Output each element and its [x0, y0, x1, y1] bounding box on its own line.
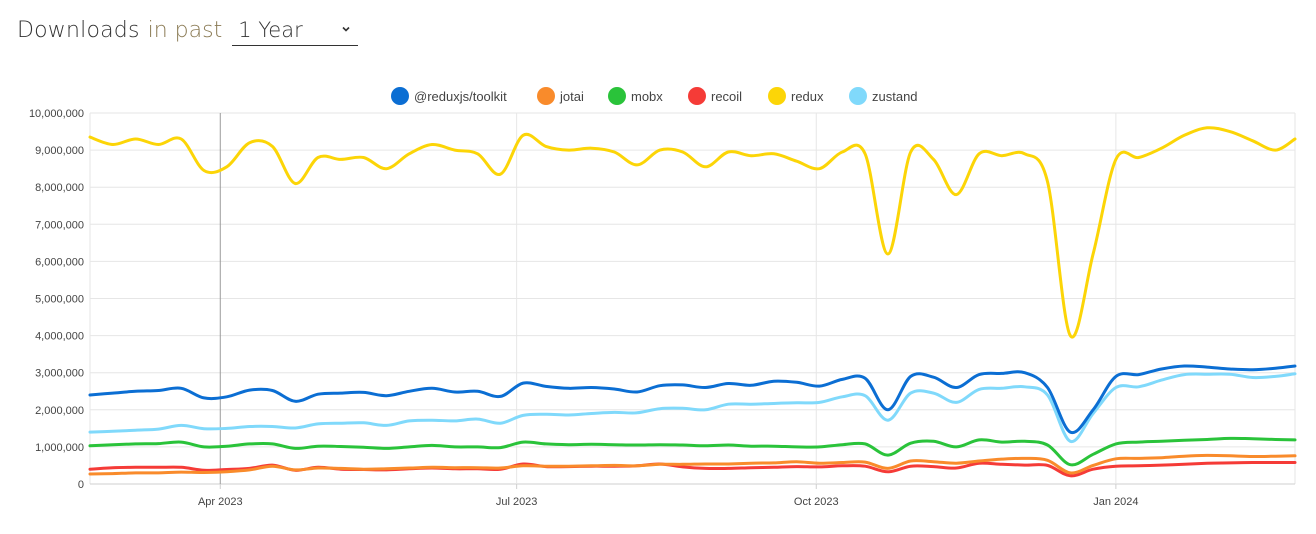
y-tick-label: 9,000,000	[35, 145, 84, 157]
y-tick-label: 4,000,000	[35, 331, 84, 343]
y-tick-label: 5,000,000	[35, 294, 84, 306]
series-line-reduxjs-toolkit	[88, 364, 1297, 435]
legend-swatch	[688, 87, 706, 105]
legend-swatch	[608, 87, 626, 105]
legend-item-mobx[interactable]: mobx	[608, 87, 663, 105]
legend-label: mobx	[631, 89, 663, 104]
page-title: Downloads	[17, 17, 140, 43]
legend-swatch	[391, 87, 409, 105]
x-tick-label: Jan 2024	[1093, 496, 1138, 508]
legend-item-recoil[interactable]: recoil	[688, 87, 742, 105]
y-tick-label: 1,000,000	[35, 442, 84, 454]
page-subtitle: in past	[147, 17, 223, 43]
legend-label: zustand	[872, 89, 918, 104]
legend-swatch	[537, 87, 555, 105]
y-tick-label: 3,000,000	[35, 368, 84, 380]
x-tick-label: Jul 2023	[496, 496, 538, 508]
legend-swatch	[849, 87, 867, 105]
period-select[interactable]: 1 Year	[232, 15, 359, 46]
series-line-zustand	[88, 372, 1297, 443]
legend-item-jotai[interactable]: jotai	[537, 87, 584, 105]
series-line-mobx	[88, 436, 1297, 467]
legend-label: redux	[791, 89, 824, 104]
legend-item-redux[interactable]: redux	[768, 87, 824, 105]
y-tick-label: 0	[78, 479, 84, 491]
series-line-redux	[88, 126, 1297, 339]
legend-label: @reduxjs/toolkit	[414, 89, 507, 104]
downloads-header: Downloads in past 1 Year	[17, 12, 359, 48]
period-select-value: 1 Year	[238, 17, 303, 42]
chevron-down-icon	[342, 26, 350, 32]
y-tick-label: 10,000,000	[29, 108, 84, 120]
y-tick-label: 6,000,000	[35, 256, 84, 268]
y-tick-label: 8,000,000	[35, 182, 84, 194]
legend-label: recoil	[711, 89, 742, 104]
y-tick-label: 7,000,000	[35, 219, 84, 231]
series-line-jotai	[88, 453, 1297, 476]
legend-item-zustand[interactable]: zustand	[849, 87, 918, 105]
legend-label: jotai	[559, 89, 584, 104]
legend-item-reduxjs-toolkit[interactable]: @reduxjs/toolkit	[391, 87, 507, 105]
legend-swatch	[768, 87, 786, 105]
x-tick-label: Oct 2023	[794, 496, 839, 508]
x-tick-label: Apr 2023	[198, 496, 243, 508]
y-tick-label: 2,000,000	[35, 405, 84, 417]
